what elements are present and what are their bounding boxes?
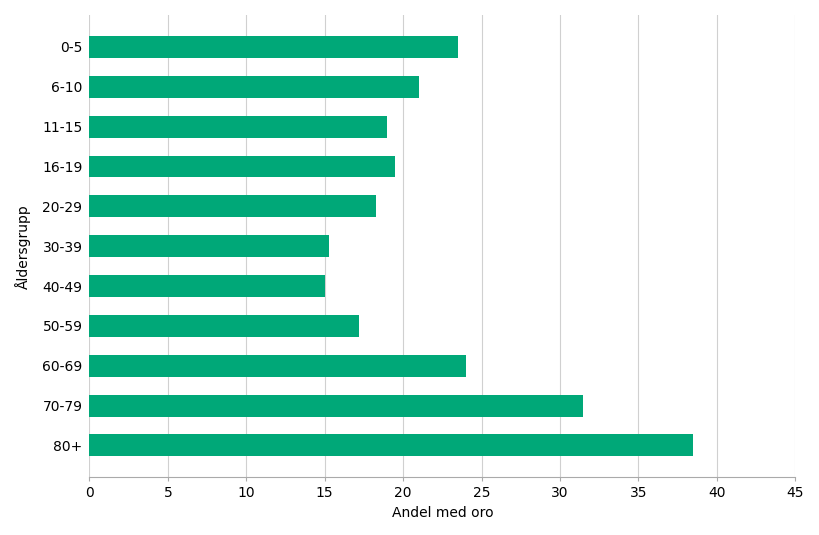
Bar xyxy=(89,395,583,417)
Y-axis label: Åldersgrupp: Åldersgrupp xyxy=(15,204,31,288)
Bar xyxy=(89,156,396,178)
Bar xyxy=(89,36,458,58)
X-axis label: Andel med oro: Andel med oro xyxy=(391,506,493,520)
Bar xyxy=(89,355,466,377)
Bar xyxy=(89,315,360,337)
Bar xyxy=(89,434,694,456)
Bar xyxy=(89,116,387,137)
Bar xyxy=(89,275,324,297)
Bar xyxy=(89,195,377,217)
Bar xyxy=(89,235,329,257)
Bar xyxy=(89,76,419,98)
